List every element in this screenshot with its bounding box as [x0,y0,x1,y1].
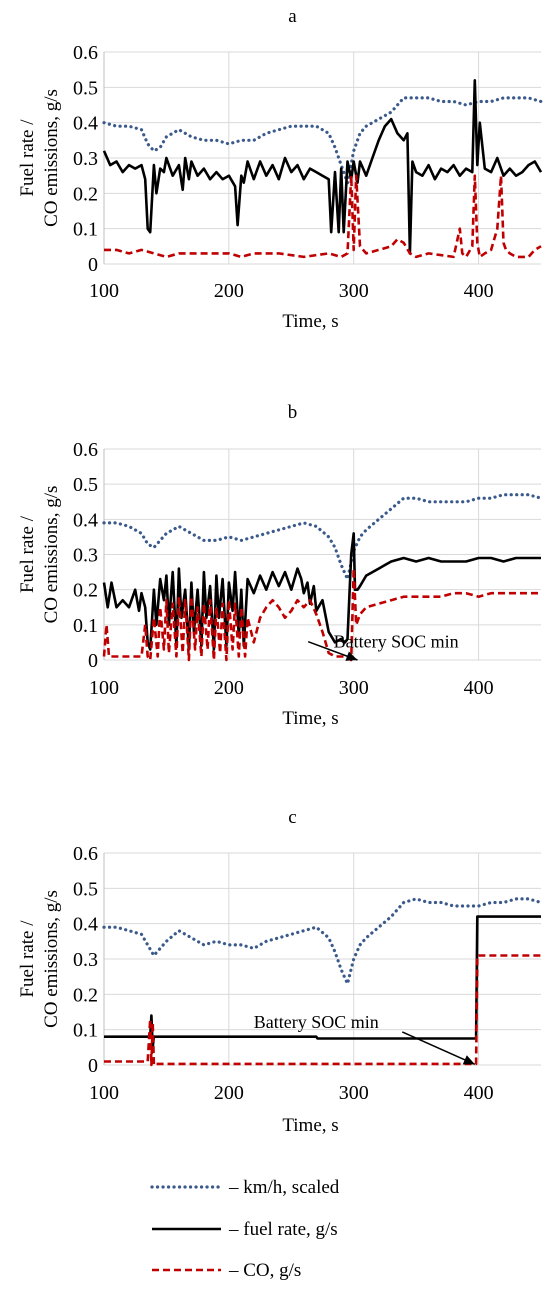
y-axis-label-line1: Fuel rate / [17,515,38,593]
panel-title: c [288,807,296,828]
annotation-text: Battery SOC min [254,1012,379,1032]
x-tick-label: 400 [464,1082,494,1104]
y-tick-label: 0.2 [73,984,98,1006]
x-axis-label: Time, s [282,708,338,729]
legend-label-co: – CO, g/s [228,1260,301,1281]
x-tick-label: 100 [89,280,119,302]
chart-panel-c: c 0 0.1 0.2 0.3 0.4 0.5 0.6 100 200 300 400 Time, s F… [17,807,543,1136]
y-tick-label: 0.5 [73,878,98,900]
y-tick-label: 0.5 [73,474,98,496]
y-tick-label: 0.3 [73,545,98,567]
series-line-speed [102,493,543,581]
y-tick-label: 0.1 [73,615,98,637]
x-tick-label: 400 [464,677,494,699]
panel-title: a [288,6,297,27]
series-line-co [104,174,542,259]
y-tick-label: 0.1 [73,1020,98,1042]
y-axis-label-line2: CO emissions, g/s [41,89,62,227]
y-axis-label-line2: CO emissions, g/s [41,486,62,624]
series-line-co [104,954,541,1067]
annotation-arrow-head [345,651,358,661]
y-tick-label: 0.2 [73,183,98,205]
annotation-arrow-head [462,1055,475,1065]
legend-label-fuel: – fuel rate, g/s [228,1219,338,1240]
y-tick-label: 0.3 [73,148,98,170]
y-tick-label: 0.4 [73,509,98,531]
annotation-text: Battery SOC min [334,632,459,652]
y-tick-label: 0.6 [73,843,98,865]
y-tick-label: 0.6 [73,42,98,64]
x-tick-label: 100 [89,1082,119,1104]
series-line-co [102,567,541,662]
y-tick-label: 0 [88,1055,98,1077]
x-tick-label: 300 [339,280,369,302]
y-tick-label: 0.2 [73,580,98,602]
y-tick-label: 0 [88,650,98,672]
x-axis-label: Time, s [282,311,338,332]
x-tick-label: 100 [89,677,119,699]
x-tick-label: 200 [214,280,244,302]
y-axis-label-line1: Fuel rate / [17,920,38,998]
y-tick-label: 0 [88,254,98,276]
series-line-fuel [102,79,543,255]
chart-panel-b: b 0 0.1 0.2 0.3 0.4 0.5 0.6 100 200 300 400 Time, s F… [17,402,543,729]
x-tick-label: 200 [214,1082,244,1104]
y-axis-label-line2: CO emissions, g/s [41,890,62,1028]
y-axis-label-line1: Fuel rate / [17,119,38,197]
chart-panel-a: a 0 0.1 0.2 0.3 0.4 0.5 0.6 100 200 300 400 Time, s F… [17,6,543,332]
x-tick-label: 300 [339,677,369,699]
y-tick-label: 0.5 [73,77,98,99]
series-line-speed [102,897,543,986]
x-tick-label: 300 [339,1082,369,1104]
y-tick-label: 0.4 [73,113,98,135]
y-tick-label: 0.1 [73,219,98,241]
x-tick-label: 200 [214,677,244,699]
legend: – km/h, scaled – fuel rate, g/s – CO, g/s [150,1177,340,1281]
x-tick-label: 400 [464,280,494,302]
legend-label-speed: – km/h, scaled [228,1177,340,1198]
y-tick-label: 0.4 [73,914,98,936]
annotation-arrow-shaft [401,1031,476,1065]
y-tick-label: 0.6 [73,439,98,461]
y-tick-label: 0.3 [73,949,98,971]
x-axis-label: Time, s [282,1115,338,1136]
panel-title: b [288,402,298,423]
